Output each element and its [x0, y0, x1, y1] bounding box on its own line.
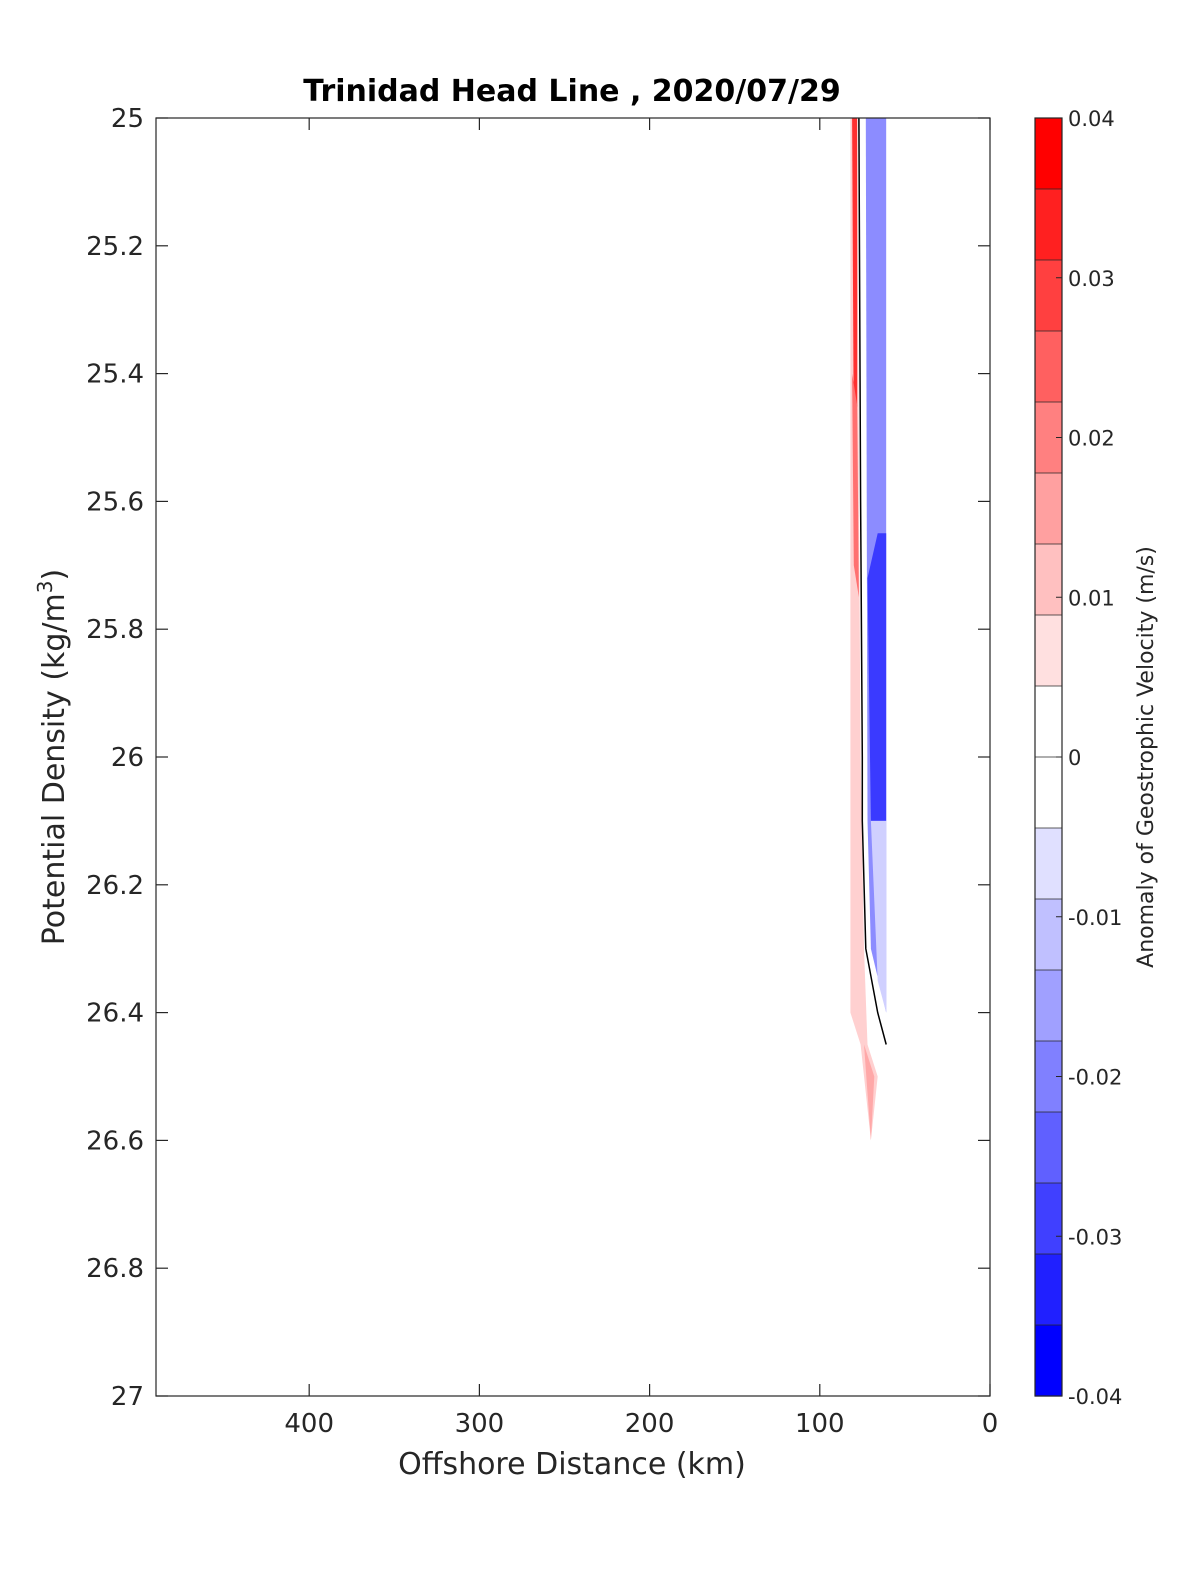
y-tick-label: 26.2 — [86, 871, 144, 901]
colorbar-swatch — [1035, 1183, 1062, 1255]
colorbar-swatch — [1035, 686, 1062, 758]
y-axis-ticks: 25 25.2 25.4 25.6 25.8 26 26.2 26.4 26.6 26.8 27 — [86, 104, 990, 1412]
colorbar-tick-label: -0.03 — [1068, 1225, 1122, 1249]
y-tick-label: 26.6 — [86, 1126, 144, 1156]
colorbar-swatch — [1035, 899, 1062, 971]
colorbar-swatch — [1035, 473, 1062, 545]
strong-positive-core — [852, 118, 858, 438]
colorbar-tick-label: 0.02 — [1068, 427, 1115, 451]
colorbar-swatch — [1035, 757, 1062, 829]
colorbar-swatch — [1035, 189, 1062, 261]
zero-contour-line — [858, 117, 887, 1045]
y-axis-label: Potential Density (kg/m3) — [33, 569, 72, 945]
colorbar-swatch — [1035, 970, 1062, 1042]
colorbar-tick-label: -0.02 — [1068, 1066, 1122, 1090]
negative-core — [867, 533, 887, 821]
y-tick-label: 25.4 — [86, 360, 144, 390]
colorbar-swatch — [1035, 260, 1062, 332]
colorbar-ticks: 0.04 0.03 0.02 0.01 0 -0.01 -0.02 -0.03 -0.04 — [1056, 107, 1122, 1409]
y-tick-label: 26.4 — [86, 999, 144, 1029]
colorbar-swatch — [1035, 1325, 1062, 1397]
colorbar-tick-label: 0.04 — [1068, 107, 1115, 131]
positive-deep-lobe — [864, 1044, 875, 1141]
colorbar: 0.04 0.03 0.02 0.01 0 -0.01 -0.02 -0.03 -0.04 — [1034, 107, 1122, 1409]
colorbar-swatch — [1035, 331, 1062, 403]
x-tick-label: 300 — [455, 1409, 505, 1439]
y-tick-label: 25.6 — [86, 487, 144, 517]
chart-title: Trinidad Head Line , 2020/07/29 — [303, 74, 840, 109]
colorbar-swatch — [1035, 615, 1062, 687]
colorbar-swatch — [1035, 1254, 1062, 1326]
colorbar-label: Anomaly of Geostrophic Velocity (m/s) — [1134, 546, 1159, 968]
y-tick-label: 25 — [111, 104, 144, 134]
colorbar-swatch — [1035, 1112, 1062, 1184]
colorbar-tick-label: 0.03 — [1068, 267, 1115, 291]
y-axis-label-superscript: 3 — [33, 580, 57, 593]
x-axis-label: Offshore Distance (km) — [398, 1447, 746, 1482]
colorbar-tick-label: -0.04 — [1068, 1385, 1122, 1409]
plot-area: 400 300 200 100 0 25 25.2 25.4 25.6 25.8 26 26.2 26… — [86, 104, 998, 1439]
colorbar-tick-label: 0 — [1068, 746, 1081, 770]
plot-background — [156, 118, 990, 1396]
colorbar-swatch — [1035, 118, 1062, 190]
y-tick-label: 26.8 — [86, 1254, 144, 1284]
colorbar-swatch — [1035, 544, 1062, 616]
colorbar-swatches — [1035, 118, 1062, 1397]
x-tick-label: 0 — [982, 1409, 999, 1439]
y-tick-label: 27 — [111, 1382, 144, 1412]
colorbar-swatch — [1035, 828, 1062, 900]
y-tick-label: 25.2 — [86, 232, 144, 262]
colorbar-tick-label: 0.01 — [1068, 586, 1115, 610]
negative-weak-edge — [870, 820, 887, 1013]
positive-core — [852, 373, 859, 598]
positive-anomaly-band — [850, 118, 878, 1141]
y-tick-label: 26 — [111, 743, 144, 773]
contour-regions — [850, 118, 887, 1141]
x-tick-label: 100 — [795, 1409, 845, 1439]
colorbar-tick-label: -0.01 — [1068, 906, 1122, 930]
y-axis-label-base: Potential Density (kg/m — [37, 593, 72, 945]
x-axis-ticks: 400 300 200 100 0 — [284, 118, 998, 1439]
y-axis-label-close: ) — [37, 569, 72, 581]
x-tick-label: 400 — [284, 1409, 334, 1439]
y-tick-label: 25.8 — [86, 615, 144, 645]
x-tick-label: 200 — [625, 1409, 675, 1439]
